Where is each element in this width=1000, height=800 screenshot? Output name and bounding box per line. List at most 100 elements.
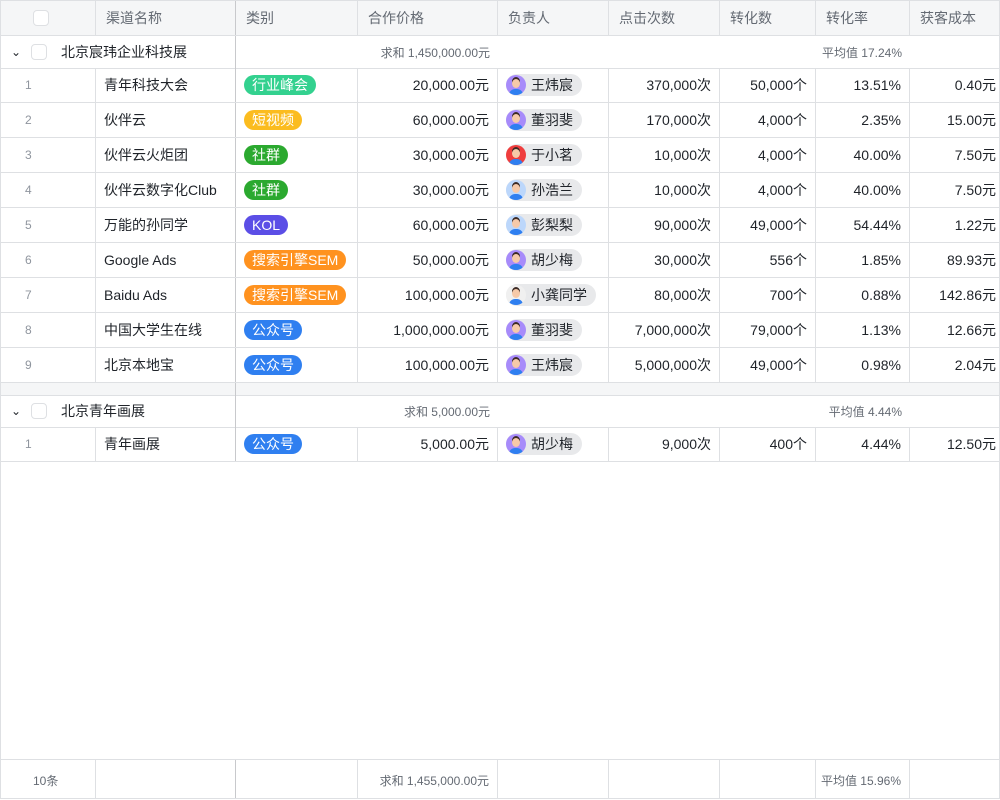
price-cell[interactable]: 60,000.00元 <box>358 208 498 242</box>
conversions-cell[interactable]: 49,000个 <box>720 208 816 242</box>
cost-cell[interactable]: 7.50元 <box>910 138 999 172</box>
conversions-cell[interactable]: 700个 <box>720 278 816 312</box>
table-row[interactable]: 6 Google Ads 搜索引擎SEM 50,000.00元 胡少梅 30,0… <box>1 243 999 278</box>
channel-name-cell[interactable]: 万能的孙同学 <box>96 208 236 242</box>
rate-cell[interactable]: 40.00% <box>816 173 910 207</box>
rate-cell[interactable]: 40.00% <box>816 138 910 172</box>
channel-name-cell[interactable]: 伙伴云火炬团 <box>96 138 236 172</box>
category-tag: 搜索引擎SEM <box>244 285 347 305</box>
cost-cell[interactable]: 12.66元 <box>910 313 999 347</box>
column-header[interactable]: 渠道名称 <box>96 1 236 35</box>
column-header[interactable]: 负责人 <box>498 1 609 35</box>
channel-name-cell[interactable]: Google Ads <box>96 243 236 277</box>
table-row[interactable]: 4 伙伴云数字化Club 社群 30,000.00元 孙浩兰 10,000次 4… <box>1 173 999 208</box>
price-total[interactable]: 求和 1,455,000.00元 <box>358 760 498 798</box>
table-row[interactable]: 8 中国大学生在线 公众号 1,000,000.00元 董羽斐 7,000,00… <box>1 313 999 348</box>
cost-cell[interactable]: 7.50元 <box>910 173 999 207</box>
column-header[interactable]: 合作价格 <box>358 1 498 35</box>
table-row[interactable]: 9 北京本地宝 公众号 100,000.00元 王炜宸 5,000,000次 4… <box>1 348 999 383</box>
clicks-cell[interactable]: 10,000次 <box>609 173 720 207</box>
channel-name-cell[interactable]: 青年科技大会 <box>96 68 236 102</box>
group-title: 北京青年画展 <box>61 403 145 419</box>
select-all-checkbox[interactable] <box>33 10 49 26</box>
cost-cell[interactable]: 2.04元 <box>910 348 999 382</box>
rate-average[interactable]: 平均值 15.96% <box>816 760 910 798</box>
group-checkbox[interactable] <box>31 403 47 419</box>
group-header-row[interactable]: ⌄ 北京宸玮企业科技展 求和 1,450,000.00元 平均值 17.24% <box>1 36 999 69</box>
channel-name-cell[interactable]: 青年画展 <box>96 427 236 461</box>
conversions-cell[interactable]: 4,000个 <box>720 103 816 137</box>
group-rate-avg: 平均值 4.44% <box>828 404 902 419</box>
channel-name-cell[interactable]: 伙伴云 <box>96 103 236 137</box>
chevron-down-icon[interactable]: ⌄ <box>11 45 22 59</box>
price-cell[interactable]: 50,000.00元 <box>358 243 498 277</box>
category-tag: 公众号 <box>244 434 302 454</box>
rate-cell[interactable]: 13.51% <box>816 68 910 102</box>
price-cell[interactable]: 30,000.00元 <box>358 138 498 172</box>
clicks-cell[interactable]: 370,000次 <box>609 68 720 102</box>
price-cell[interactable]: 20,000.00元 <box>358 68 498 102</box>
price-cell[interactable]: 60,000.00元 <box>358 103 498 137</box>
conversions-cell[interactable]: 400个 <box>720 427 816 461</box>
table-row[interactable]: 3 伙伴云火炬团 社群 30,000.00元 于小茗 10,000次 4,000… <box>1 138 999 173</box>
cost-cell[interactable]: 142.86元 <box>910 278 999 312</box>
price-cell[interactable]: 30,000.00元 <box>358 173 498 207</box>
column-header[interactable]: 点击次数 <box>609 1 720 35</box>
table-row[interactable]: 2 伙伴云 短视频 60,000.00元 董羽斐 170,000次 4,000个… <box>1 103 999 138</box>
table-row[interactable]: 1 青年科技大会 行业峰会 20,000.00元 王炜宸 370,000次 50… <box>1 68 999 103</box>
group-header-row[interactable]: ⌄ 北京青年画展 求和 5,000.00元 平均值 4.44% <box>1 395 999 428</box>
owner-chip: 胡少梅 <box>506 249 582 271</box>
rate-cell[interactable]: 0.98% <box>816 348 910 382</box>
owner-name: 胡少梅 <box>531 252 573 268</box>
channel-name-cell[interactable]: 北京本地宝 <box>96 348 236 382</box>
clicks-cell[interactable]: 5,000,000次 <box>609 348 720 382</box>
clicks-cell[interactable]: 80,000次 <box>609 278 720 312</box>
price-cell[interactable]: 5,000.00元 <box>358 427 498 461</box>
price-cell[interactable]: 100,000.00元 <box>358 278 498 312</box>
rate-cell[interactable]: 1.13% <box>816 313 910 347</box>
clicks-cell[interactable]: 10,000次 <box>609 138 720 172</box>
cost-cell[interactable]: 12.50元 <box>910 427 999 461</box>
channel-name-cell[interactable]: Baidu Ads <box>96 278 236 312</box>
avatar <box>506 215 526 235</box>
table-row[interactable]: 1 青年画展 公众号 5,000.00元 胡少梅 9,000次 400个 4.4… <box>1 427 999 462</box>
rate-cell[interactable]: 2.35% <box>816 103 910 137</box>
conversions-cell[interactable]: 49,000个 <box>720 348 816 382</box>
channel-name-cell[interactable]: 中国大学生在线 <box>96 313 236 347</box>
row-index: 7 <box>1 278 96 312</box>
table-row[interactable]: 7 Baidu Ads 搜索引擎SEM 100,000.00元 小龚同学 80,… <box>1 278 999 313</box>
cost-cell[interactable]: 89.93元 <box>910 243 999 277</box>
owner-name: 彭梨梨 <box>531 217 573 233</box>
rate-cell[interactable]: 54.44% <box>816 208 910 242</box>
channel-name-cell[interactable]: 伙伴云数字化Club <box>96 173 236 207</box>
table-row[interactable]: 5 万能的孙同学 KOL 60,000.00元 彭梨梨 90,000次 49,0… <box>1 208 999 243</box>
price-cell[interactable]: 100,000.00元 <box>358 348 498 382</box>
conversions-cell[interactable]: 50,000个 <box>720 68 816 102</box>
clicks-cell[interactable]: 170,000次 <box>609 103 720 137</box>
cost-cell[interactable]: 0.40元 <box>910 68 999 102</box>
column-header[interactable]: 获客成本 <box>910 1 999 35</box>
chevron-down-icon[interactable]: ⌄ <box>11 404 22 418</box>
clicks-cell[interactable]: 90,000次 <box>609 208 720 242</box>
conversions-cell[interactable]: 4,000个 <box>720 138 816 172</box>
rate-cell[interactable]: 0.88% <box>816 278 910 312</box>
group-checkbox[interactable] <box>31 44 47 60</box>
clicks-cell[interactable]: 7,000,000次 <box>609 313 720 347</box>
owner-chip: 胡少梅 <box>506 433 582 455</box>
column-header[interactable]: 转化数 <box>720 1 816 35</box>
cost-cell[interactable]: 15.00元 <box>910 103 999 137</box>
column-header[interactable]: 转化率 <box>816 1 910 35</box>
price-cell[interactable]: 1,000,000.00元 <box>358 313 498 347</box>
rate-cell[interactable]: 1.85% <box>816 243 910 277</box>
conversions-cell[interactable]: 79,000个 <box>720 313 816 347</box>
rate-cell[interactable]: 4.44% <box>816 427 910 461</box>
cost-cell[interactable]: 1.22元 <box>910 208 999 242</box>
conversions-cell[interactable]: 4,000个 <box>720 173 816 207</box>
row-index: 5 <box>1 208 96 242</box>
category-tag: KOL <box>244 215 289 235</box>
clicks-cell[interactable]: 30,000次 <box>609 243 720 277</box>
conversions-cell[interactable]: 556个 <box>720 243 816 277</box>
column-header[interactable]: 类别 <box>236 1 358 35</box>
clicks-cell[interactable]: 9,000次 <box>609 427 720 461</box>
group-separator <box>1 383 999 396</box>
